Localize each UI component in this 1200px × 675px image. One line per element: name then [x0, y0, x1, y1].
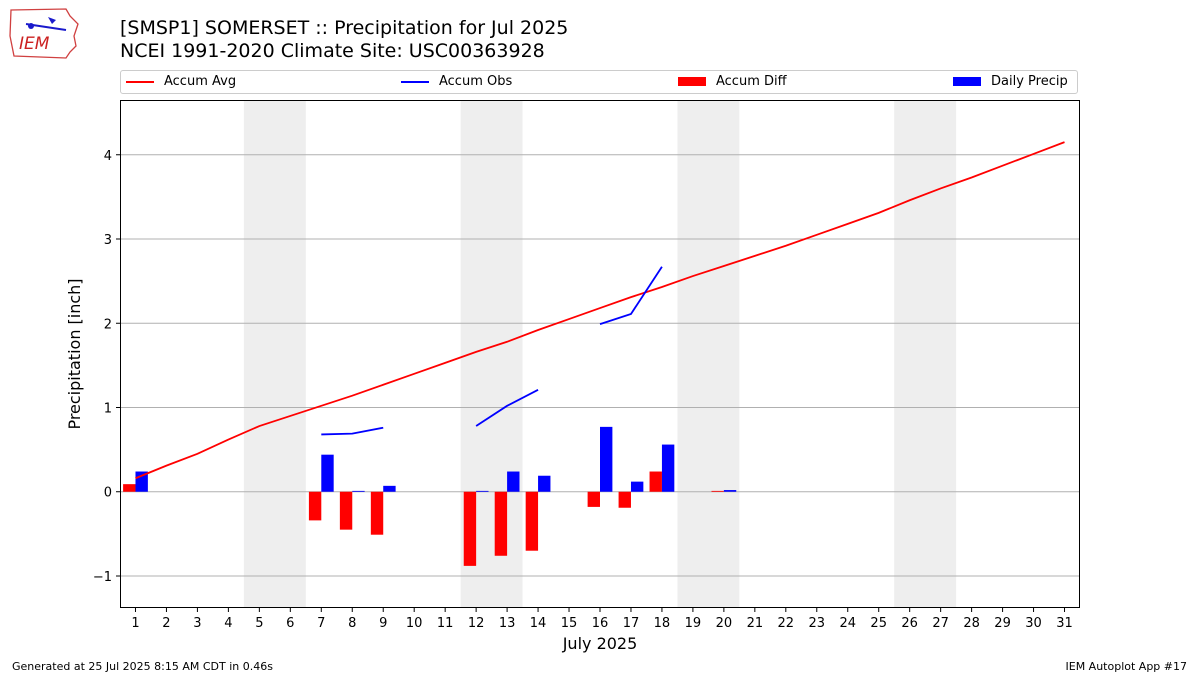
accum-diff-bar-day-16 — [587, 491, 600, 507]
daily-precip-bar-day-9 — [383, 485, 396, 492]
x-tick-label: 9 — [379, 616, 387, 631]
legend-label-accum-obs: Accum Obs — [439, 74, 513, 89]
x-tick-label: 4 — [224, 616, 232, 631]
x-tick-label: 31 — [1056, 616, 1073, 631]
daily-precip-bar-day-8 — [352, 490, 365, 492]
accum-diff-bar-day-7 — [308, 491, 322, 521]
legend-swatch-daily-precip — [953, 77, 981, 86]
accum-diff-bar-day-13 — [494, 491, 508, 556]
legend-label-accum-avg: Accum Avg — [164, 74, 237, 89]
daily-precip-bar-day-14 — [538, 475, 551, 492]
logo-text: IEM — [19, 34, 50, 54]
x-tick-label: 14 — [530, 616, 547, 631]
y-tick-label: −1 — [93, 570, 112, 585]
weekend-shade-3 — [677, 100, 740, 608]
x-tick-label: 22 — [778, 616, 795, 631]
x-tick-label: 16 — [592, 616, 609, 631]
x-tick-label: 18 — [654, 616, 671, 631]
legend-item-accum-avg: Accum Avg — [126, 74, 236, 89]
iem-logo: IEM — [9, 8, 79, 59]
x-tick-label: 6 — [286, 616, 294, 631]
x-tick-label: 1 — [131, 616, 139, 631]
footer-generated-text: Generated at 25 Jul 2025 8:15 AM CDT in … — [12, 660, 273, 673]
x-tick-label: 2 — [162, 616, 170, 631]
legend-label-accum-diff: Accum Diff — [716, 74, 787, 89]
daily-precip-bar-day-7 — [321, 454, 334, 492]
accum-diff-bar-day-12 — [463, 491, 477, 566]
daily-precip-bar-day-13 — [507, 471, 520, 492]
x-tick-label: 5 — [255, 616, 263, 631]
x-tick-label: 29 — [994, 616, 1011, 631]
accum-diff-bar-day-9 — [370, 491, 384, 535]
x-tick-label: 12 — [468, 616, 485, 631]
legend-label-daily-precip: Daily Precip — [991, 74, 1068, 89]
x-tick-label: 7 — [317, 616, 325, 631]
accum-diff-bar-day-14 — [525, 491, 539, 551]
daily-precip-bar-day-20 — [723, 490, 737, 492]
y-tick-label: 2 — [104, 317, 112, 332]
y-axis-label: Precipitation [inch] — [65, 278, 84, 429]
y-tick-label: 0 — [104, 486, 112, 501]
legend-item-accum-obs: Accum Obs — [401, 74, 512, 89]
weather-vane-hub-icon — [28, 23, 34, 29]
x-tick-label: 8 — [348, 616, 356, 631]
accum-obs-line-segment-3 — [599, 266, 663, 325]
x-tick-label: 27 — [932, 616, 949, 631]
daily-precip-bar-day-18 — [661, 444, 675, 492]
x-tick-label: 20 — [716, 616, 733, 631]
footer-app-label: IEM Autoplot App #17 — [1065, 660, 1188, 673]
legend-item-daily-precip: Daily Precip — [953, 74, 1068, 89]
weekend-shade-1 — [243, 100, 306, 608]
legend-swatch-accum-diff — [678, 77, 706, 86]
chart-legend: Accum Avg Accum Obs Accum Diff Daily Pre… — [120, 70, 1078, 94]
y-tick-label: 3 — [104, 233, 112, 248]
x-tick-label: 13 — [499, 616, 516, 631]
x-tick-label: 24 — [839, 616, 856, 631]
wind-cup-icon — [48, 17, 56, 24]
accum-diff-bar-day-18 — [649, 471, 662, 492]
y-tick-label: 4 — [104, 149, 112, 164]
accum-avg-line — [135, 141, 1065, 480]
x-tick-label: 3 — [193, 616, 201, 631]
accum-obs-line-segment-2 — [475, 389, 539, 427]
y-tick-label: 1 — [104, 401, 112, 416]
accum-diff-bar-day-1 — [123, 484, 136, 492]
accum-diff-bar-day-17 — [618, 491, 631, 508]
x-tick-label: 17 — [623, 616, 640, 631]
legend-swatch-accum-obs — [401, 80, 429, 83]
weekend-shade-4 — [894, 100, 957, 608]
x-tick-label: 11 — [437, 616, 454, 631]
x-tick-label: 23 — [809, 616, 826, 631]
daily-precip-bar-day-17 — [630, 481, 644, 492]
accum-obs-line-segment-1 — [321, 426, 384, 436]
x-tick-label: 21 — [747, 616, 764, 631]
x-axis-label: July 2025 — [562, 634, 638, 653]
accum-diff-bar-day-8 — [339, 491, 353, 530]
chart-subtitle: NCEI 1991-2020 Climate Site: USC00363928 — [120, 40, 545, 62]
x-tick-label: 15 — [561, 616, 578, 631]
x-tick-label: 10 — [406, 616, 423, 631]
x-tick-label: 25 — [870, 616, 887, 631]
daily-precip-bar-day-16 — [600, 426, 613, 492]
plot-frame — [120, 100, 1080, 608]
x-tick-label: 19 — [685, 616, 702, 631]
legend-item-accum-diff: Accum Diff — [678, 74, 787, 89]
x-tick-label: 30 — [1025, 616, 1042, 631]
x-tick-label: 26 — [901, 616, 918, 631]
chart-title: [SMSP1] SOMERSET :: Precipitation for Ju… — [120, 17, 569, 39]
accum-diff-bar-day-20 — [711, 490, 724, 492]
x-tick-label: 28 — [963, 616, 980, 631]
daily-precip-bar-day-12 — [476, 490, 489, 492]
iowa-outline-icon — [9, 8, 79, 59]
legend-swatch-accum-avg — [126, 80, 154, 83]
